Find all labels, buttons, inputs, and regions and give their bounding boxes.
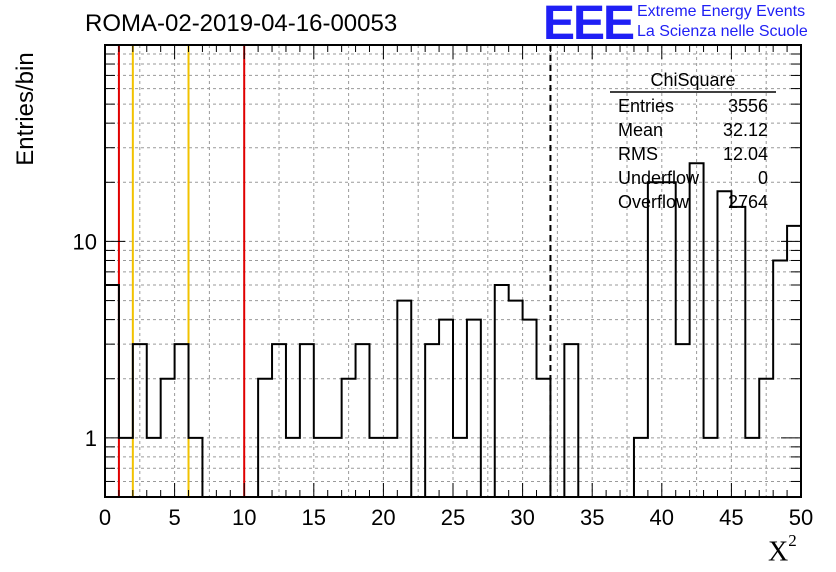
x-tick-label: 20 [371, 505, 395, 530]
stats-value-overflow: 2764 [728, 192, 768, 212]
y-tick-label: 10 [73, 229, 97, 254]
x-tick-label: 5 [168, 505, 180, 530]
logo-line-1: Extreme Energy Events [637, 3, 806, 20]
stats-value-entries: 3556 [728, 96, 768, 116]
run-title: ROMA-02-2019-04-16-00053 [85, 10, 398, 37]
eee-logo: EEE [543, 0, 635, 50]
stats-label-entries: Entries [618, 96, 674, 116]
stats-value-underflow: 0 [758, 168, 768, 188]
x-tick-label: 35 [580, 505, 604, 530]
y-axis-label: Entries/bin [12, 52, 39, 166]
x-tick-label: 25 [441, 505, 465, 530]
x-axis-label-base: X [768, 536, 789, 568]
x-tick-label: 10 [232, 505, 256, 530]
x-tick-label: 0 [99, 505, 111, 530]
x-tick-label: 30 [510, 505, 534, 530]
x-tick-label: 40 [650, 505, 674, 530]
logo-caption: Extreme Energy Events La Scienza nelle S… [637, 2, 808, 42]
x-tick-label: 15 [302, 505, 326, 530]
stats-value-rms: 12.04 [723, 144, 768, 164]
stats-label-underflow: Underflow [618, 168, 700, 188]
y-tick-label: 1 [85, 426, 97, 451]
x-tick-label: 45 [719, 505, 743, 530]
stats-title: ChiSquare [650, 70, 735, 90]
logo-line-2: La Scienza nelle Scuole [637, 23, 808, 40]
x-axis-label: X2 [768, 531, 797, 568]
stats-label-rms: RMS [618, 144, 658, 164]
x-axis-label-sup: 2 [788, 531, 797, 550]
stats-label-overflow: Overflow [618, 192, 690, 212]
x-tick-label: 50 [789, 505, 813, 530]
stats-label-mean: Mean [618, 120, 663, 140]
stats-value-mean: 32.12 [723, 120, 768, 140]
